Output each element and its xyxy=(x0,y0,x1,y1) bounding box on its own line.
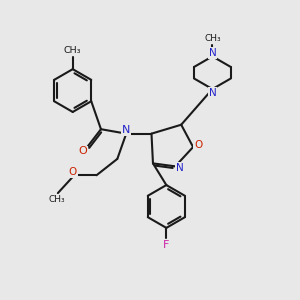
Text: N: N xyxy=(122,125,130,135)
Text: F: F xyxy=(163,240,170,250)
Text: N: N xyxy=(209,48,217,58)
Text: CH₃: CH₃ xyxy=(205,34,221,43)
Text: N: N xyxy=(176,163,184,173)
Text: O: O xyxy=(194,140,202,150)
Text: N: N xyxy=(209,88,217,98)
Text: O: O xyxy=(69,167,77,177)
Text: CH₃: CH₃ xyxy=(64,46,82,55)
Text: CH₃: CH₃ xyxy=(48,195,65,204)
Text: O: O xyxy=(79,146,88,157)
